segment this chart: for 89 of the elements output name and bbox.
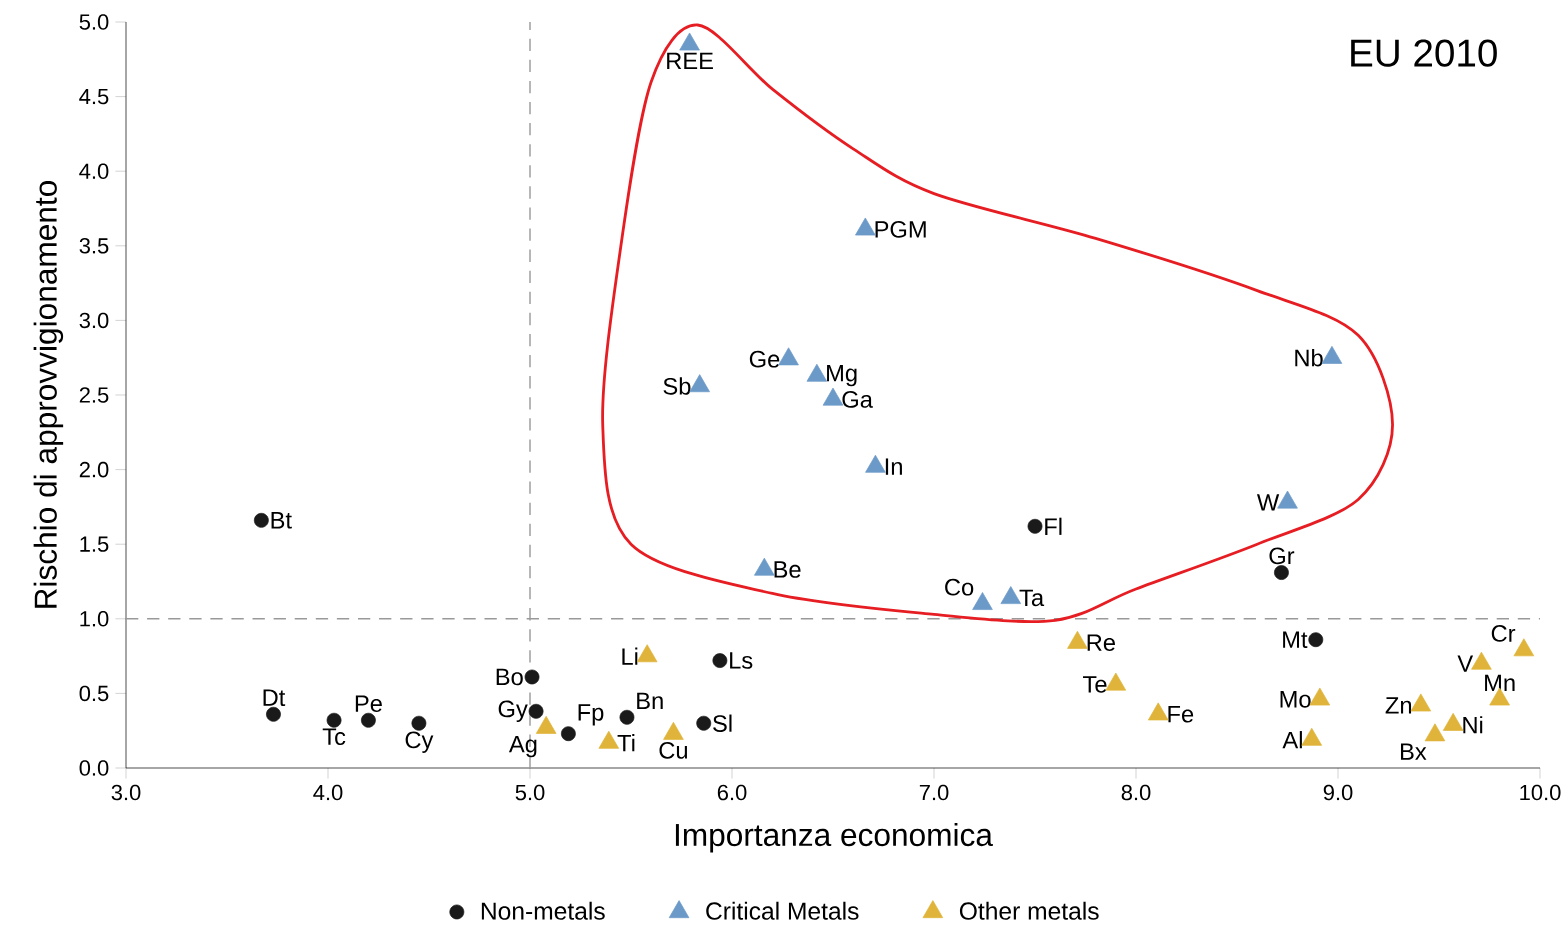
annotation: Cu <box>659 741 688 759</box>
y-tick-label: 0.5 <box>79 685 109 702</box>
x-tick-label: 8.0 <box>1121 784 1151 801</box>
annotation: Fe <box>1168 706 1194 723</box>
point <box>778 347 799 366</box>
y-tick-label: 3.0 <box>79 312 109 329</box>
point <box>822 387 844 406</box>
annotation: Ag <box>508 735 537 758</box>
y-tick-label: 4.5 <box>79 88 109 105</box>
annotation: Mo <box>1280 691 1311 708</box>
annotation: Re <box>1087 634 1115 651</box>
point <box>1147 702 1169 721</box>
point <box>754 557 775 576</box>
x-tick-label: 6.0 <box>717 784 747 801</box>
x-tick-label: 7.0 <box>919 784 949 801</box>
annotation: Fp <box>578 704 604 726</box>
point <box>1277 490 1298 509</box>
point <box>1067 630 1088 649</box>
annotation: Al <box>1282 731 1302 749</box>
annotation: Li <box>622 647 638 665</box>
legend-label: Critical Metals <box>706 901 859 920</box>
annotation: Te <box>1083 676 1107 693</box>
point <box>1424 723 1446 742</box>
point <box>679 32 700 51</box>
annotation: EU 2010 <box>1351 39 1497 67</box>
annotation: Ta <box>1019 589 1045 607</box>
y-tick-label: 2.0 <box>79 461 109 478</box>
legend-label: Non-metals <box>481 901 605 920</box>
annotation: W <box>1256 494 1280 511</box>
y-tick-label: 0.0 <box>79 760 109 776</box>
annotation: Tc <box>322 728 346 746</box>
point <box>663 721 684 740</box>
annotation: In <box>885 458 902 475</box>
point <box>806 363 828 382</box>
annotation: Ti <box>617 734 635 752</box>
annotation: Mn <box>1485 674 1515 692</box>
x-tick-label: 4.0 <box>313 784 343 801</box>
annotation: Co <box>945 578 974 596</box>
point <box>1410 693 1432 712</box>
annotation: Nb <box>1295 348 1323 367</box>
annotation: Pe <box>355 695 382 712</box>
legend-label: Other metals <box>959 901 1099 920</box>
x-tick-label: 3.0 <box>111 784 141 801</box>
point <box>535 715 557 734</box>
y-tick-label: 3.5 <box>79 238 109 254</box>
point <box>1309 687 1331 706</box>
annotation: Cy <box>405 731 434 753</box>
annotation: Bn <box>637 692 663 710</box>
annotation: Gr <box>1269 547 1295 565</box>
annotation: V <box>1457 655 1474 672</box>
annotation: Be <box>774 561 801 578</box>
point <box>1321 345 1343 364</box>
y-tick-label: 5.0 <box>79 14 109 30</box>
point <box>1301 727 1322 746</box>
y-tick-label: 4.0 <box>79 163 109 179</box>
annotation: Sb <box>663 377 691 395</box>
annotation: Ls <box>730 652 753 669</box>
annotation: Mt <box>1283 631 1308 648</box>
x-tick-label: 10.0 <box>1520 784 1561 801</box>
x-tick-label: 5.0 <box>515 784 545 801</box>
point <box>689 374 710 393</box>
y-axis-title: Rischio di approvvigionamento <box>33 181 64 608</box>
point <box>1471 651 1492 670</box>
y-tick-label: 1.5 <box>80 536 109 552</box>
annotation: Dt <box>263 689 286 707</box>
annotation: Fl <box>1045 517 1062 535</box>
annotation: Cr <box>1491 625 1516 642</box>
annotation: Gy <box>498 700 528 723</box>
point <box>1105 672 1127 691</box>
point <box>855 217 876 236</box>
x-axis-title: Importanza economica <box>675 822 993 853</box>
annotation: Mg <box>827 364 857 387</box>
annotation: Bo <box>496 668 523 686</box>
y-tick-label: 2.5 <box>79 387 109 403</box>
annotation: Sl <box>713 714 732 732</box>
point <box>865 454 886 473</box>
x-tick-label: 9.0 <box>1323 784 1353 801</box>
annotation: Ni <box>1463 716 1483 734</box>
annotation: Ge <box>749 350 780 368</box>
point <box>636 644 658 663</box>
point <box>972 592 993 610</box>
annotation: PGM <box>875 220 926 238</box>
annotation: Bt <box>271 512 292 529</box>
annotation: REE <box>667 52 713 69</box>
annotation: Zn <box>1385 697 1412 714</box>
y-tick-label: 1.0 <box>80 611 109 627</box>
point <box>1442 712 1464 731</box>
annotation: Bx <box>1400 743 1427 760</box>
annotation: Ga <box>842 391 873 408</box>
